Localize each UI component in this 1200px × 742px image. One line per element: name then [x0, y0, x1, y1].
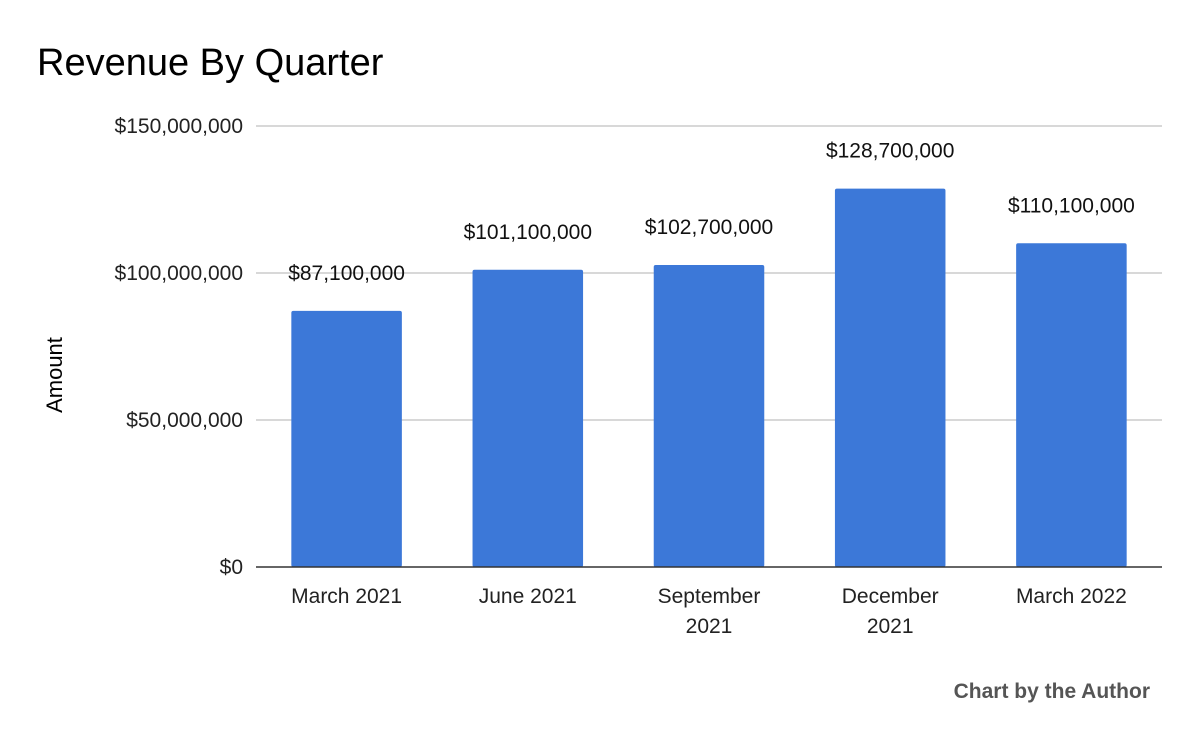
y-tick-labels: $0 $50,000,000 $100,000,000 $150,000,000 — [115, 115, 243, 579]
bar — [834, 188, 946, 567]
x-tick-labels: March 2021 June 2021 September 2021December… — [291, 585, 1127, 638]
data-label: $110,100,000 — [1008, 194, 1135, 217]
x-tick-label: June 2021 — [479, 585, 577, 608]
x-tick-label: March 2021 — [291, 585, 402, 608]
x-tick-label-line: June 2021 — [479, 585, 577, 608]
y-tick-label: $100,000,000 — [115, 262, 243, 285]
y-tick-label: $150,000,000 — [115, 115, 243, 138]
x-tick-label-line: March 2021 — [291, 585, 402, 608]
data-label: $128,700,000 — [826, 140, 954, 163]
x-tick-label-line: 2021 — [686, 615, 733, 638]
y-axis-label: Amount — [42, 337, 67, 413]
x-tick-label: December 2021 — [842, 585, 939, 638]
x-tick-label-line: 2021 — [867, 615, 914, 638]
data-label: $102,700,000 — [645, 216, 773, 239]
bar — [653, 265, 765, 567]
data-labels: $87,100,000 $101,100,000 $102,700,000 $128,… — [288, 140, 1135, 285]
chart-credit: Chart by the Author — [954, 680, 1150, 703]
bar — [1016, 243, 1127, 567]
x-tick-label-line: September — [658, 585, 761, 608]
bars — [291, 188, 1127, 567]
y-tick-label: $50,000,000 — [126, 409, 243, 432]
data-label: $87,100,000 — [288, 262, 405, 285]
x-tick-label-line: December — [842, 585, 939, 608]
chart-title: Revenue By Quarter — [37, 42, 384, 84]
x-tick-label: September 2021 — [658, 585, 761, 638]
bar — [291, 310, 402, 567]
x-tick-label-line: March 2022 — [1016, 585, 1127, 608]
bar — [472, 269, 584, 567]
y-tick-label: $0 — [220, 556, 243, 579]
data-label: $101,100,000 — [464, 221, 592, 244]
x-tick-label: March 2022 — [1016, 585, 1127, 608]
